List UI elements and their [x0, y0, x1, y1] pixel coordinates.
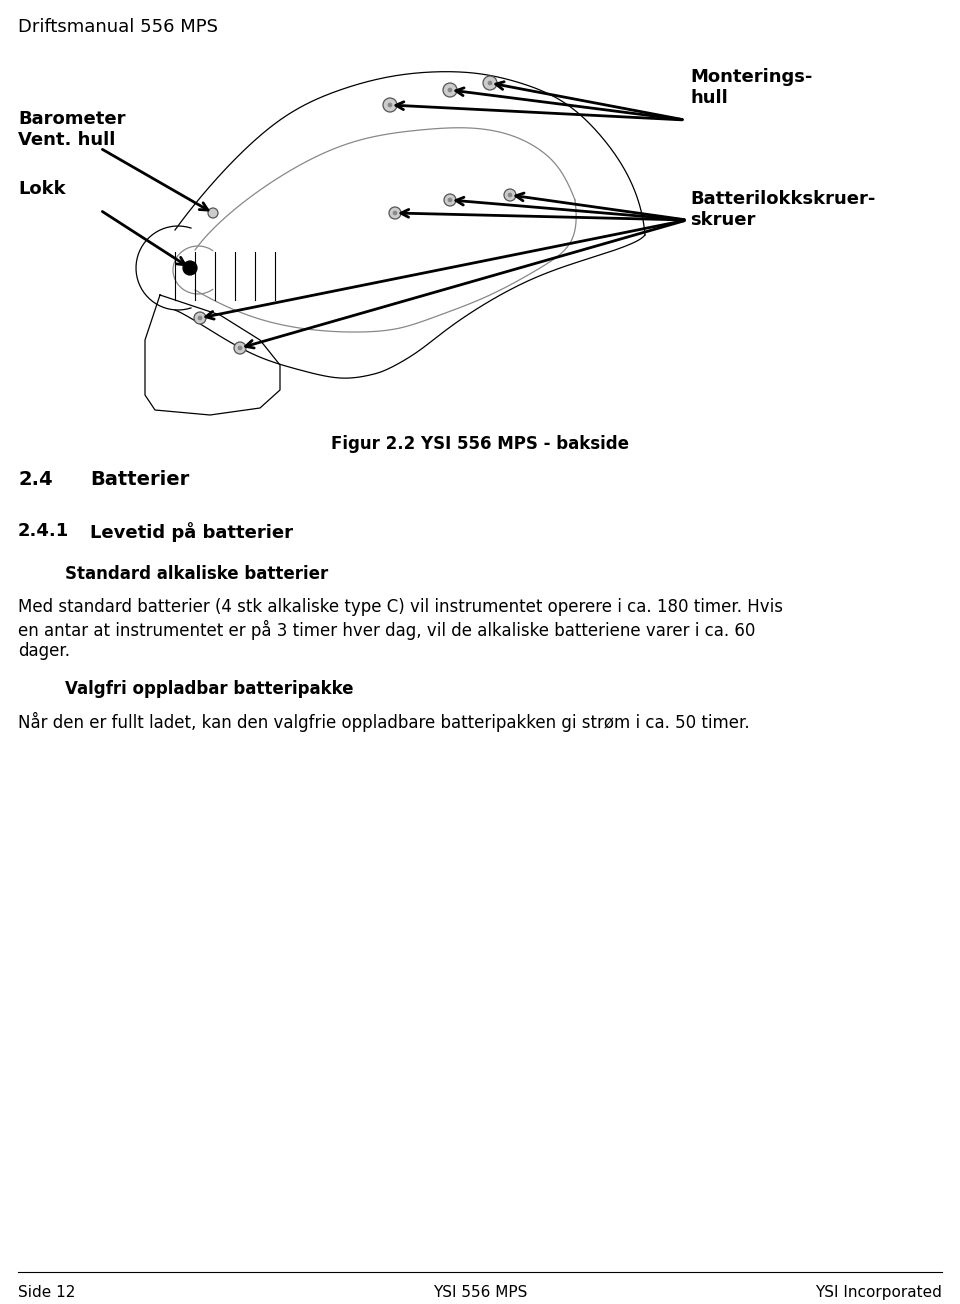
Circle shape [383, 98, 397, 112]
Text: 2.4: 2.4 [18, 469, 53, 489]
Text: en antar at instrumentet er på 3 timer hver dag, vil de alkaliske batteriene var: en antar at instrumentet er på 3 timer h… [18, 619, 756, 640]
Text: Valgfri oppladbar batteripakke: Valgfri oppladbar batteripakke [65, 679, 353, 698]
Circle shape [504, 189, 516, 201]
Text: Når den er fullt ladet, kan den valgfrie oppladbare batteripakken gi strøm i ca.: Når den er fullt ladet, kan den valgfrie… [18, 712, 750, 732]
Text: Med standard batterier (4 stk alkaliske type C) vil instrumentet operere i ca. 1: Med standard batterier (4 stk alkaliske … [18, 599, 783, 615]
Text: Side 12: Side 12 [18, 1284, 76, 1300]
Circle shape [183, 261, 197, 275]
Circle shape [444, 194, 456, 206]
Text: YSI 556 MPS: YSI 556 MPS [433, 1284, 527, 1300]
Circle shape [443, 83, 457, 96]
Circle shape [448, 198, 452, 202]
Circle shape [388, 103, 392, 107]
Circle shape [393, 211, 397, 215]
Text: 2.4.1: 2.4.1 [18, 522, 69, 540]
Circle shape [483, 76, 497, 90]
Circle shape [198, 316, 202, 319]
Circle shape [238, 346, 242, 349]
Text: Batterilokkskruer-
skruer: Batterilokkskruer- skruer [690, 190, 876, 228]
Text: Levetid på batterier: Levetid på batterier [90, 522, 293, 542]
Text: Figur 2.2 YSI 556 MPS - bakside: Figur 2.2 YSI 556 MPS - bakside [331, 436, 629, 452]
Circle shape [389, 207, 401, 219]
Text: dager.: dager. [18, 642, 70, 660]
Circle shape [448, 87, 452, 93]
Text: Standard alkaliske batterier: Standard alkaliske batterier [65, 565, 328, 583]
Text: YSI Incorporated: YSI Incorporated [815, 1284, 942, 1300]
Text: Batterier: Batterier [90, 469, 189, 489]
Circle shape [488, 81, 492, 85]
Circle shape [194, 312, 206, 323]
Text: Monterings-
hull: Monterings- hull [690, 68, 812, 107]
Text: Driftsmanual 556 MPS: Driftsmanual 556 MPS [18, 18, 218, 37]
Circle shape [208, 209, 218, 218]
Circle shape [508, 193, 512, 197]
Circle shape [234, 342, 246, 353]
Text: Lokk: Lokk [18, 180, 65, 198]
Text: Barometer
Vent. hull: Barometer Vent. hull [18, 110, 126, 149]
